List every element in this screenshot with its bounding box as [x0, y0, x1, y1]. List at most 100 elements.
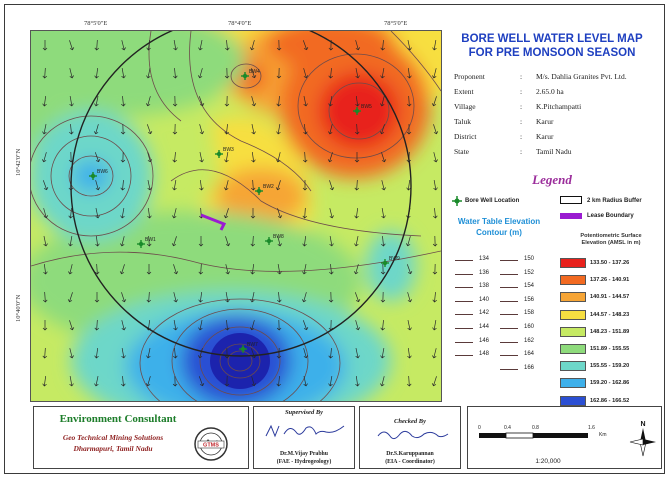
info-colon: :	[520, 132, 523, 141]
flow-arrow	[94, 347, 99, 359]
flow-arrow	[251, 151, 256, 163]
flow-arrow	[355, 95, 360, 107]
flow-arrow	[173, 40, 178, 51]
contour-legend-label: 142	[479, 310, 490, 317]
flow-arrow	[379, 124, 385, 135]
flow-arrow	[199, 179, 204, 191]
flow-arrow	[277, 236, 282, 247]
flow-arrow	[328, 347, 333, 359]
contour-legend-label: 152	[524, 269, 535, 276]
info-value: Karur	[536, 117, 554, 126]
flow-arrow	[94, 319, 100, 331]
flow-arrow	[42, 320, 48, 331]
left-coord-2: 10°40'0"N	[15, 294, 22, 322]
checked-box	[359, 406, 461, 469]
info-label: Proponent	[454, 72, 485, 81]
flow-arrow	[223, 208, 229, 219]
flow-arrow	[224, 180, 229, 191]
flow-arrow	[42, 180, 49, 191]
contour-legend-label: 148	[479, 351, 490, 358]
bore-well-label: BW1	[145, 237, 156, 243]
contour-legend-label: 146	[479, 337, 490, 344]
flow-arrow	[251, 124, 256, 135]
lease-legend-icon	[560, 213, 582, 219]
flow-arrow	[407, 67, 412, 79]
contour-legend-label: 166	[524, 364, 535, 371]
flow-arrow	[251, 96, 257, 107]
flow-arrow	[145, 376, 151, 387]
flow-arrow	[42, 375, 47, 387]
flow-arrow	[197, 68, 203, 79]
range-label: 155.55 - 159.20	[590, 363, 630, 370]
bore-well-bw2: BW2	[255, 184, 274, 195]
info-colon: :	[520, 102, 523, 111]
bore-well-label: BW8	[273, 234, 284, 240]
flow-arrow	[43, 263, 48, 275]
flow-arrow	[121, 348, 126, 359]
flow-arrow	[302, 40, 309, 51]
range-label: 144.57 - 148.23	[590, 311, 630, 318]
consultant-company: Geo Technical Mining Solutions Dharmapur…	[38, 432, 188, 454]
flow-arrow	[198, 96, 205, 107]
supervised-box	[253, 406, 355, 469]
flow-arrow	[380, 68, 385, 79]
map-title: BORE WELL WATER LEVEL MAP FOR PRE MONSOO…	[444, 32, 660, 60]
flow-arrow	[380, 291, 386, 303]
flow-arrow	[198, 291, 203, 303]
flow-arrow	[95, 180, 101, 191]
flow-arrow	[224, 375, 230, 387]
contour-legend-label: 154	[524, 283, 535, 290]
flow-arrow	[68, 207, 73, 219]
contour-legend-label: 140	[479, 296, 490, 303]
flow-arrow	[380, 376, 385, 387]
range-swatch	[560, 258, 586, 268]
flow-arrow	[329, 208, 334, 219]
flow-arrow	[276, 347, 282, 359]
flow-arrow	[407, 347, 412, 359]
range-swatch	[560, 309, 586, 320]
flow-arrow	[354, 123, 360, 135]
flow-arrow	[172, 375, 178, 387]
flow-arrow	[406, 375, 412, 387]
info-label: State	[454, 147, 469, 156]
flow-arrow	[432, 320, 437, 331]
flow-arrow	[42, 347, 48, 359]
flow-arrow	[173, 320, 178, 331]
flow-arrow	[380, 319, 385, 331]
flow-arrow	[251, 376, 257, 387]
range-label: 148.23 - 151.89	[590, 328, 630, 335]
flow-arrow	[250, 68, 257, 79]
flow-arrow	[69, 40, 75, 51]
flow-arrow	[94, 39, 100, 51]
flow-arrow	[120, 236, 125, 247]
contour-legend-line	[500, 368, 518, 370]
bore-well-label: BW7	[247, 342, 258, 348]
potentiometric-title: Potentiometric Surface Elevation (AMSL i…	[559, 233, 663, 247]
flow-arrow	[302, 207, 308, 219]
scale-tick-2: 0.8	[532, 425, 539, 431]
consultant-line-2: Dharmapuri, Tamil Nadu	[73, 444, 153, 453]
flow-arrow	[354, 292, 361, 303]
range-label: 140.91 - 144.57	[590, 294, 630, 301]
flow-arrow	[42, 95, 47, 107]
contour-legend-line	[455, 300, 473, 302]
flow-arrow	[42, 124, 47, 135]
flow-arrow	[146, 68, 151, 79]
checked-caption: Checked By	[394, 418, 426, 425]
flow-arrow	[43, 236, 48, 247]
flow-arrow	[172, 151, 177, 163]
contour-legend-label: 158	[524, 310, 535, 317]
flow-arrow	[406, 124, 412, 135]
flow-arrow	[173, 264, 179, 275]
flow-arrow	[224, 152, 229, 163]
flow-arrow	[172, 95, 178, 107]
contour-legend-label: 138	[479, 283, 490, 290]
range-label: 159.20 - 162.86	[590, 380, 630, 387]
contour-legend-line	[455, 314, 473, 316]
top-coord-1: 78°5'0"E	[84, 20, 108, 27]
flow-arrow	[276, 124, 281, 135]
flow-arrow	[302, 264, 307, 275]
flow-arrow	[198, 320, 203, 331]
top-coord-3: 78°5'0"E	[384, 20, 408, 27]
flow-arrow	[224, 67, 230, 79]
